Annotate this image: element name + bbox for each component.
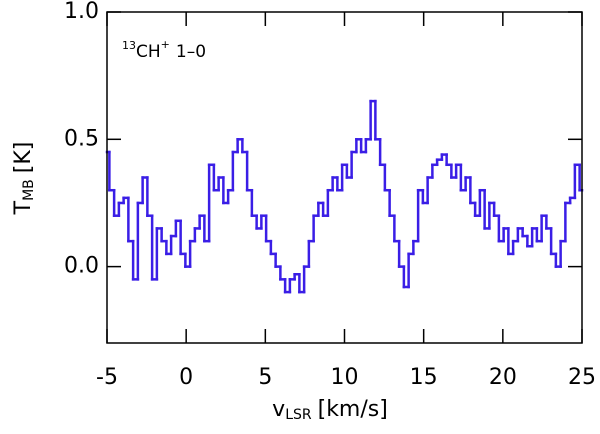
x-tick-label: 15 [410, 365, 438, 390]
x-tick-label: 5 [258, 365, 272, 390]
x-tick-label: 0 [179, 365, 193, 390]
y-unit: [K] [11, 142, 36, 174]
y-axis-label: TMB [K] [11, 142, 37, 216]
x-tick-label: -5 [96, 365, 118, 390]
transition: 1–0 [176, 42, 206, 62]
y-tick-label: 1.0 [64, 0, 99, 24]
y-tick-label: 0.0 [64, 254, 99, 279]
x-subscript: LSR [285, 407, 312, 423]
x-tick-label: 20 [489, 365, 517, 390]
species: CH [136, 42, 161, 62]
y-tick-label: 0.5 [64, 126, 99, 151]
x-tick-label: 25 [568, 365, 596, 390]
isotope: 13 [122, 39, 136, 52]
y-subscript: MB [21, 179, 37, 201]
x-tick-label: 10 [331, 365, 359, 390]
x-unit: [km/s] [318, 397, 388, 422]
annotation: 13CH+ 1–0 [122, 38, 206, 62]
x-axis-label: vLSR [km/s] [272, 397, 388, 423]
x-symbol: v [272, 397, 285, 422]
charge: + [161, 38, 170, 51]
y-symbol: T [11, 200, 36, 215]
